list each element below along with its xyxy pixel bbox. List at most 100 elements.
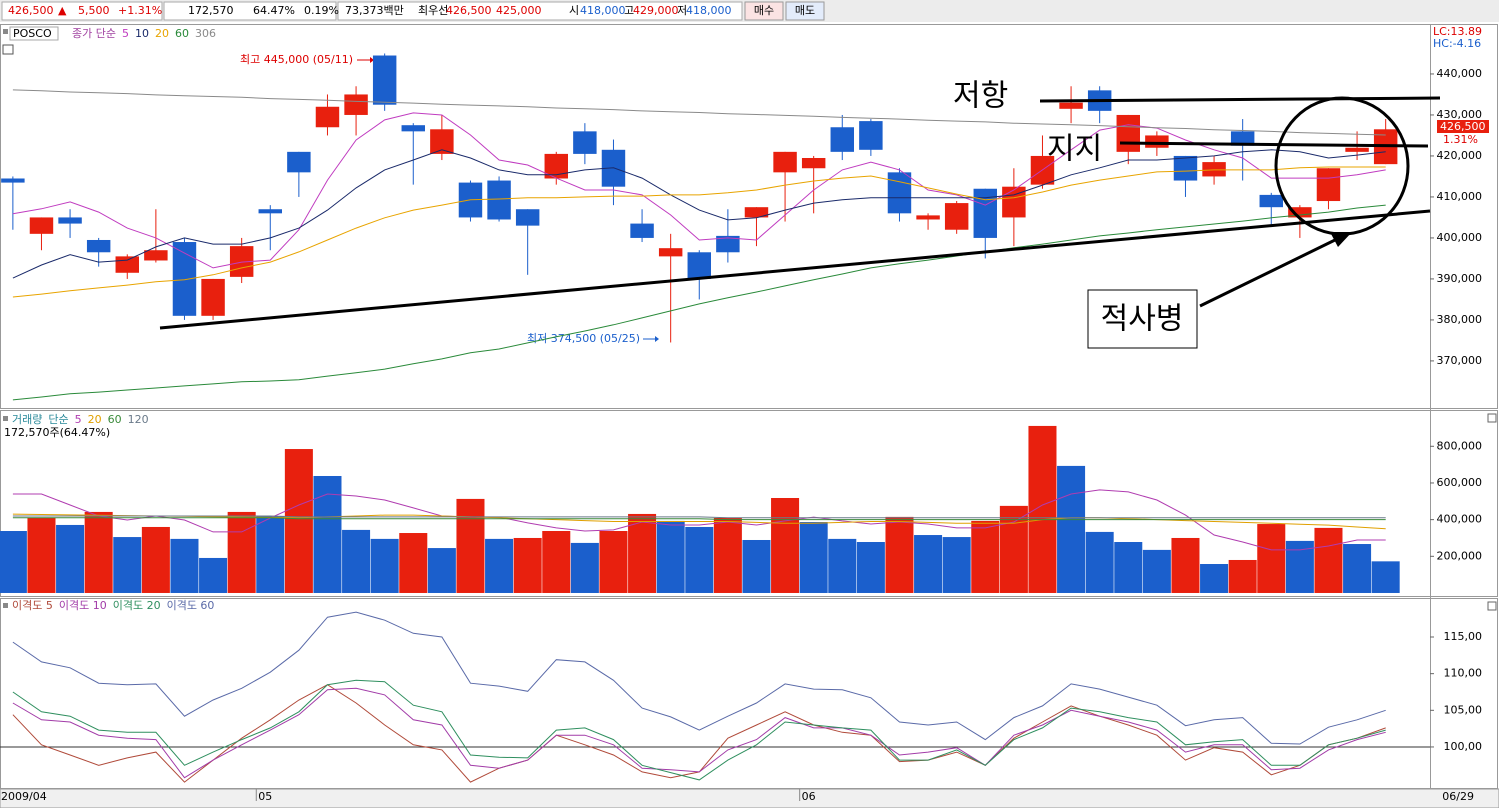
stock-name: POSCO	[13, 27, 52, 40]
candle-body	[29, 217, 54, 234]
legend-indicator: 단순	[48, 413, 68, 426]
support-line	[1119, 141, 1429, 148]
candle-body	[144, 250, 168, 261]
candle-body	[859, 121, 883, 150]
volume-bar	[199, 557, 228, 593]
buy-button-bg[interactable]	[744, 1, 784, 21]
resistance-note: 저항	[953, 79, 1008, 114]
candle-body	[830, 127, 854, 152]
price-tag	[1437, 120, 1489, 133]
line-series	[12, 611, 1386, 745]
candle-body	[1002, 186, 1026, 218]
candle-body	[573, 131, 597, 154]
marks: 370,000 380,000 390,000 400,000 410,000 420,0…	[0, 53, 1483, 783]
buy-label[interactable]: 매수	[754, 4, 774, 17]
volume-bar	[656, 520, 685, 593]
field	[1, 1, 163, 21]
volume-bar	[599, 531, 628, 593]
volume-bar	[1257, 524, 1286, 593]
volume-bar	[427, 548, 456, 593]
annotation-arrowhead	[370, 57, 374, 63]
volume-bar	[1228, 559, 1257, 593]
legend-indicator: 종가 단순	[72, 27, 116, 40]
hc-label: HC:-4.16	[1433, 37, 1481, 50]
disparity-panel	[0, 598, 1498, 789]
sell-button-bg[interactable]	[785, 1, 825, 21]
volume-bar	[227, 511, 256, 593]
low: 418,000	[686, 4, 732, 17]
candle-body	[515, 209, 540, 226]
volume-bar	[685, 526, 714, 593]
y-tick-label: 105,00	[1444, 703, 1483, 716]
volume-bar	[170, 538, 199, 593]
volume-bar	[56, 524, 85, 593]
sell-label[interactable]: 매도	[795, 4, 815, 17]
x-axis-band	[0, 788, 1499, 808]
candle-body	[1173, 155, 1198, 181]
pointer-arrowhead	[1330, 232, 1352, 247]
candle-body	[287, 151, 311, 173]
y-tick-label: 440,000	[1437, 67, 1483, 80]
candle-body	[916, 215, 940, 220]
legend-entry: 60	[108, 413, 122, 426]
volume-bar	[1371, 561, 1400, 593]
volume-bar	[370, 538, 399, 593]
buy-button[interactable]: 매수	[744, 1, 784, 21]
legend-entry: 20	[88, 413, 102, 426]
y-tick-label: 400,000	[1437, 513, 1483, 526]
y-tick-label: 370,000	[1437, 354, 1483, 367]
field	[337, 1, 743, 21]
candle-body	[658, 248, 683, 257]
volume-bar	[284, 449, 313, 593]
line-series	[12, 89, 1386, 136]
candle-body	[973, 188, 997, 238]
candle-body	[1288, 207, 1312, 218]
low-annotation: 최저 374,500 (05/25)	[527, 332, 640, 345]
volume-ratio: 64.47%	[253, 4, 295, 17]
line-series	[12, 684, 1386, 783]
volume-panel	[0, 410, 1498, 597]
volume-bar	[1028, 425, 1057, 593]
close-icon[interactable]	[1487, 601, 1497, 611]
line-series	[12, 112, 1386, 269]
candle-body	[1059, 102, 1083, 109]
line-series	[12, 515, 1386, 519]
price-panel	[0, 24, 1498, 409]
candle-body	[344, 94, 368, 115]
volume-bar	[856, 542, 885, 593]
volume-bar	[399, 533, 428, 593]
legend-entry: 이격도 60	[167, 599, 215, 612]
volume-bar	[942, 537, 971, 593]
best-label: 최우선	[418, 4, 448, 17]
candle-body	[544, 153, 568, 179]
candle-body	[1145, 135, 1169, 148]
change-pct: +1.31%	[118, 4, 162, 17]
y-tick-label: 100,00	[1444, 740, 1483, 753]
amount: 73,373백만	[345, 4, 404, 17]
candle-body	[630, 223, 654, 238]
y-tick-label: 410,000	[1437, 190, 1483, 203]
volume-bar	[485, 538, 514, 593]
high-annotation: 최고 445,000 (05/11)	[240, 53, 353, 66]
x-tick-label: 06	[802, 790, 816, 803]
y-tick-label: 400,000	[1437, 231, 1483, 244]
high-label: 고	[624, 4, 634, 17]
candle-body	[430, 129, 454, 154]
table-icon[interactable]	[2, 44, 14, 55]
legend-entry: 이격도 5	[12, 599, 53, 612]
x-tick-label: 05	[258, 790, 272, 803]
arrow: ▲	[58, 4, 67, 17]
pattern-box	[1087, 289, 1198, 349]
y-tick-label: 800,000	[1437, 439, 1483, 452]
sell-button[interactable]: 매도	[785, 1, 825, 21]
change-tag-label: 1.31%	[1443, 133, 1478, 146]
candle-body	[487, 180, 511, 220]
volume-bar	[342, 529, 371, 593]
line-series	[12, 517, 1386, 521]
legend-entry: 10	[135, 27, 149, 40]
line-series	[12, 166, 1386, 298]
legend-icon	[3, 603, 8, 608]
volume-bar	[971, 520, 1000, 593]
close-icon[interactable]	[1487, 413, 1497, 423]
price-tag-label: 426,500	[1440, 120, 1486, 133]
